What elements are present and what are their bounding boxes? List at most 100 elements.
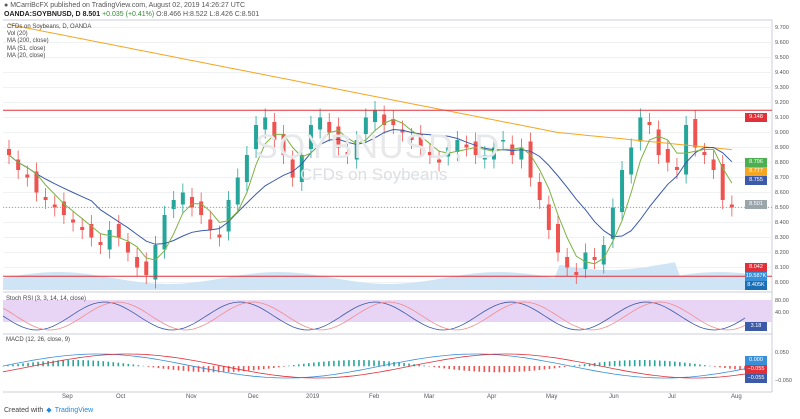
candle-body <box>455 140 460 152</box>
candle-body <box>107 230 112 250</box>
candle-body <box>272 122 277 140</box>
macd-histogram-bar <box>633 360 636 367</box>
candle-body <box>327 122 332 133</box>
macd-histogram-bar <box>423 365 425 367</box>
macd-histogram-bar <box>443 366 445 369</box>
macd-histogram-bar <box>152 366 155 368</box>
price-tag: 8.501 <box>745 200 767 209</box>
volume-tag: 8.405K <box>745 281 767 290</box>
macd-histogram-bar <box>418 364 420 367</box>
macd-histogram-bar <box>32 362 34 367</box>
macd-histogram-bar <box>653 360 656 367</box>
date-tick-label: Jun <box>609 394 619 400</box>
macd-label[interactable]: MACD (12, 26, close, 9) <box>6 337 71 343</box>
legend-ma51[interactable]: MA (51, close) <box>7 45 46 52</box>
tradingview-logo-icon: ◆ <box>46 407 52 414</box>
candle-body <box>16 159 21 170</box>
candle-body <box>80 227 85 230</box>
symbol-name[interactable]: OANDA:SOYBNUSD, D <box>4 11 81 18</box>
macd-histogram-bar <box>513 366 516 372</box>
macd-histogram-bar <box>724 366 726 369</box>
candle-body <box>162 215 167 250</box>
candle-body <box>565 257 570 268</box>
macd-histogram-bar <box>433 366 435 368</box>
price-tick-label: 8.600 <box>775 189 789 196</box>
stoch-label[interactable]: Stoch RSI (3, 3, 14, 14, close) <box>6 296 87 302</box>
candle-body <box>7 149 11 155</box>
macd-histogram-bar <box>588 363 591 367</box>
candle-body <box>199 201 204 215</box>
macd-histogram-bar <box>663 360 666 367</box>
date-tick-label: Oct <box>116 394 126 400</box>
macd-histogram-bar <box>483 366 486 372</box>
macd-histogram-bar <box>162 366 165 369</box>
footer: Created with ◆ TradingView <box>4 406 94 415</box>
macd-histogram-bar <box>222 366 225 373</box>
macd-histogram-bar <box>648 360 651 367</box>
legend-ma20[interactable]: MA (20, close) <box>7 52 46 59</box>
macd-histogram-bar <box>563 366 566 368</box>
macd-histogram-bar <box>453 366 456 370</box>
macd-histogram-bar <box>613 360 616 367</box>
candle-body <box>400 129 405 133</box>
macd-histogram-bar <box>117 362 120 367</box>
macd-histogram-bar <box>623 360 626 367</box>
macd-histogram-bar <box>378 360 380 367</box>
macd-histogram-bar <box>277 366 280 368</box>
macd-histogram-bar <box>77 360 80 367</box>
last-price: 8.501 <box>82 11 101 18</box>
price-tick-label: 9.700 <box>775 24 789 31</box>
legend-vol[interactable]: Vol (20) <box>7 31 28 38</box>
macd-value-tag: −0.055 <box>745 365 767 374</box>
date-tick-label: Sep <box>62 394 73 400</box>
macd-histogram-bar <box>323 361 325 367</box>
candle-body <box>43 197 48 200</box>
candle-body <box>345 152 350 155</box>
candle-body <box>592 257 597 260</box>
volume-tag: 19.587K <box>745 272 767 281</box>
macd-histogram-bar <box>734 366 736 370</box>
macd-histogram-bar <box>679 362 681 367</box>
candle-body <box>556 224 560 253</box>
macd-histogram-bar <box>719 366 721 368</box>
price-tick-label: 8.400 <box>775 219 789 226</box>
macd-histogram-bar <box>267 366 270 369</box>
candle-body <box>427 152 432 155</box>
symbol-line: OANDA:SOYBNUSD, D 8.501 +0.035 (+0.41%) … <box>4 11 259 19</box>
candle-body <box>153 245 158 280</box>
macd-histogram-bar <box>112 362 115 367</box>
candle-body <box>363 117 368 134</box>
macd-histogram-bar <box>478 366 481 372</box>
candle-body <box>693 119 698 148</box>
macd-histogram-bar <box>689 363 691 367</box>
candle-body <box>665 149 670 163</box>
macd-histogram-bar <box>132 364 135 367</box>
candle-body <box>674 167 679 170</box>
macd-histogram-bar <box>658 360 661 367</box>
stoch-band <box>3 300 772 322</box>
macd-histogram-bar <box>358 360 360 367</box>
macd-histogram-bar <box>694 363 696 367</box>
legend-ma200[interactable]: MA (200, close) <box>7 38 49 45</box>
macd-histogram-bar <box>313 362 315 367</box>
macd-line <box>2 353 746 379</box>
candle-body <box>537 182 542 200</box>
candle-body <box>446 147 451 157</box>
macd-histogram-bar <box>533 366 536 371</box>
macd-histogram-bar <box>463 366 466 371</box>
candle-body <box>116 224 121 238</box>
footer-brand[interactable]: TradingView <box>54 406 94 414</box>
macd-histogram-bar <box>438 366 440 368</box>
macd-histogram-bar <box>558 366 561 368</box>
macd-histogram-bar <box>714 366 716 367</box>
macd-histogram-bar <box>498 366 501 373</box>
macd-histogram-bar <box>237 366 240 372</box>
macd-histogram-bar <box>618 360 621 367</box>
macd-histogram-bar <box>523 366 526 372</box>
candle-body <box>373 110 377 122</box>
candle-body <box>482 155 487 160</box>
macd-histogram-bar <box>448 366 451 369</box>
price-tick-label: 8.700 <box>775 174 789 181</box>
macd-histogram-bar <box>538 366 541 371</box>
